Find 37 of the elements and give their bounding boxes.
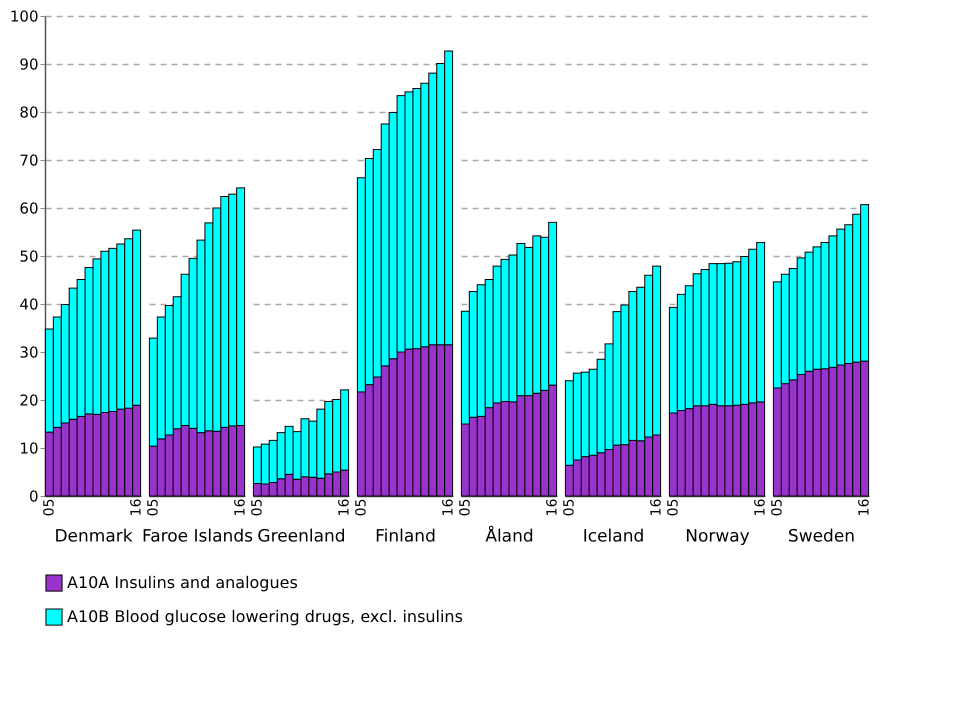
x-tick-label: 16 (752, 498, 769, 516)
y-tick-label: 10 (19, 440, 38, 458)
legend-label: A10B Blood glucose lowering drugs, excl. insulins (67, 607, 463, 626)
y-tick-label: 100 (10, 8, 38, 26)
x-tick-label: 16 (856, 498, 873, 516)
x-tick-label: 05 (41, 498, 58, 516)
x-tick-label: 05 (353, 498, 370, 516)
y-tick-label: 50 (19, 248, 38, 266)
x-tick-label: 16 (440, 498, 457, 516)
x-tick-label: 05 (457, 498, 474, 516)
x-axis-title: Faroe Islands (142, 526, 254, 546)
x-tick-label: 16 (544, 498, 561, 516)
x-axis-title: Finland (375, 526, 436, 546)
y-tick-label: 20 (19, 392, 38, 410)
y-tick-label: 80 (19, 104, 38, 122)
x-tick-label: 05 (769, 498, 786, 516)
y-tick-label: 60 (19, 200, 38, 218)
x-tick-label: 16 (648, 498, 665, 516)
x-tick-label: 05 (145, 498, 162, 516)
x-tick-label: 05 (561, 498, 578, 516)
x-axis-title: Greenland (257, 526, 346, 546)
x-axis-title: Denmark (54, 526, 133, 546)
x-axis-title: Norway (685, 526, 750, 546)
x-tick-label: 05 (665, 498, 682, 516)
y-tick-label: 90 (19, 56, 38, 74)
x-axis-title: Sweden (788, 526, 856, 546)
x-tick-label: 16 (128, 498, 145, 516)
y-tick-label: 0 (28, 488, 38, 506)
x-tick-label: 16 (336, 498, 353, 516)
x-axis-title: Iceland (582, 526, 644, 546)
y-tick-label: 30 (19, 344, 38, 362)
y-tick-label: 40 (19, 296, 38, 314)
x-tick-label: 05 (249, 498, 266, 516)
x-axis-title: Åland (485, 525, 534, 546)
x-tick-label: 16 (232, 498, 249, 516)
y-tick-label: 70 (19, 152, 38, 170)
legend-label: A10A Insulins and analogues (67, 573, 298, 592)
